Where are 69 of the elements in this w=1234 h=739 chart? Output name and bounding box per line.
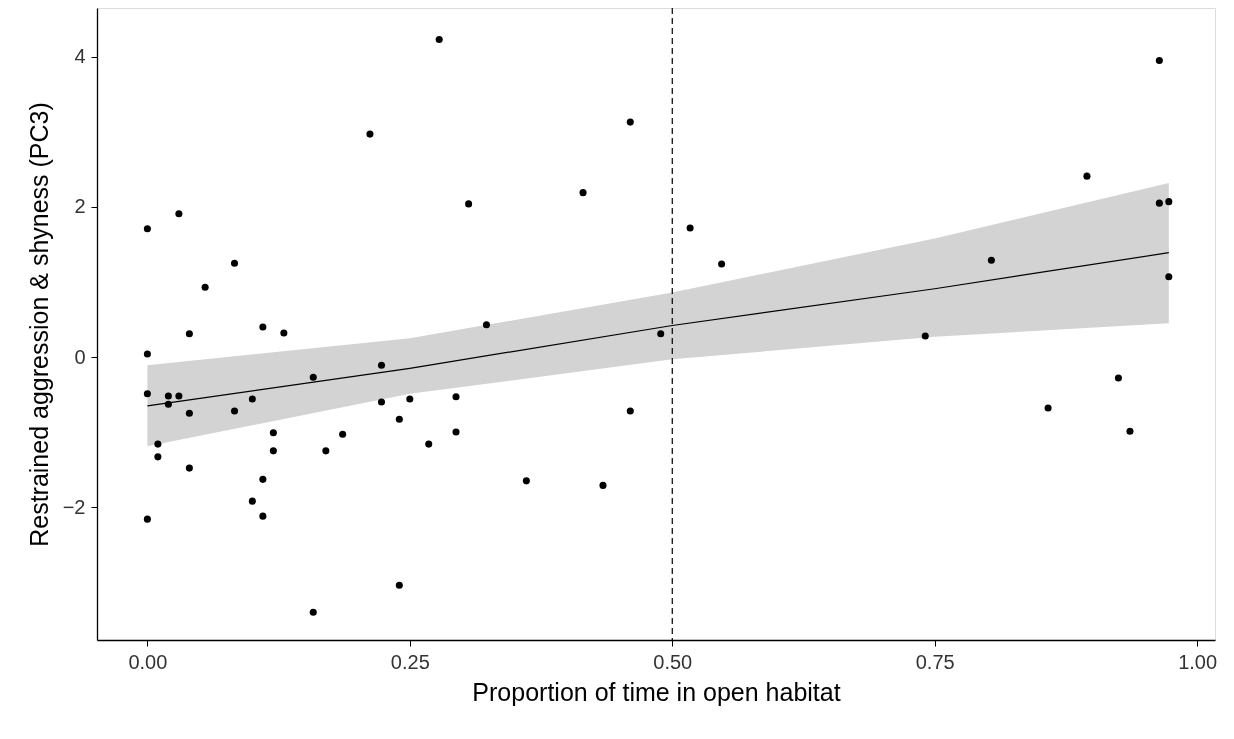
y-tick-label: 0 bbox=[74, 345, 86, 368]
point bbox=[1165, 198, 1173, 206]
point bbox=[230, 407, 239, 415]
point bbox=[452, 428, 460, 436]
point bbox=[452, 393, 460, 401]
x-tick-label: 0.50 bbox=[653, 650, 693, 673]
x-tick-label: 0.25 bbox=[390, 650, 430, 673]
point bbox=[154, 440, 162, 448]
point bbox=[230, 259, 239, 267]
point bbox=[143, 350, 151, 358]
point bbox=[425, 440, 433, 448]
point bbox=[143, 225, 151, 233]
point bbox=[657, 330, 665, 338]
point bbox=[626, 407, 634, 415]
point bbox=[599, 481, 607, 489]
point bbox=[1044, 404, 1052, 412]
point bbox=[1155, 57, 1163, 65]
point bbox=[164, 400, 172, 408]
point bbox=[1155, 199, 1163, 207]
point bbox=[154, 453, 162, 461]
point bbox=[185, 330, 193, 338]
point bbox=[482, 321, 490, 329]
point bbox=[143, 515, 151, 523]
y-tick-label: −2 bbox=[62, 495, 86, 518]
point bbox=[1165, 273, 1173, 281]
point bbox=[175, 210, 183, 218]
point bbox=[626, 118, 634, 126]
point bbox=[686, 224, 694, 232]
point bbox=[339, 430, 347, 438]
point bbox=[185, 464, 193, 472]
point bbox=[718, 260, 726, 268]
point bbox=[377, 361, 386, 369]
x-tick-label: 1.00 bbox=[1178, 650, 1218, 673]
point bbox=[406, 395, 414, 403]
point bbox=[175, 392, 183, 400]
point bbox=[921, 332, 929, 340]
point bbox=[185, 409, 193, 417]
point bbox=[395, 581, 403, 589]
point bbox=[1126, 427, 1134, 435]
point bbox=[435, 36, 443, 44]
point bbox=[395, 415, 403, 423]
point bbox=[1083, 172, 1091, 180]
x-tick-label: 0.00 bbox=[128, 650, 168, 673]
point bbox=[269, 429, 277, 437]
point bbox=[280, 329, 288, 337]
point bbox=[579, 189, 587, 197]
point bbox=[987, 256, 995, 264]
point bbox=[269, 447, 277, 455]
point bbox=[465, 200, 473, 208]
point bbox=[522, 477, 530, 485]
point bbox=[259, 323, 267, 331]
point bbox=[143, 390, 151, 398]
y-tick-label: 4 bbox=[74, 45, 86, 68]
point bbox=[259, 475, 267, 483]
point bbox=[322, 447, 330, 455]
point bbox=[309, 373, 317, 381]
x-axis-title: Proportion of time in open habitat bbox=[472, 677, 841, 706]
point bbox=[259, 512, 267, 520]
point bbox=[1114, 374, 1122, 382]
y-tick-label: 2 bbox=[74, 195, 86, 218]
point bbox=[309, 608, 317, 616]
point bbox=[201, 283, 209, 291]
point bbox=[164, 392, 172, 400]
point bbox=[377, 398, 386, 406]
y-axis-title: Restrained aggression & shyness (PC3) bbox=[24, 102, 53, 547]
point bbox=[248, 497, 256, 505]
x-tick-label: 0.75 bbox=[915, 650, 955, 673]
point bbox=[366, 130, 374, 138]
point bbox=[248, 395, 256, 403]
